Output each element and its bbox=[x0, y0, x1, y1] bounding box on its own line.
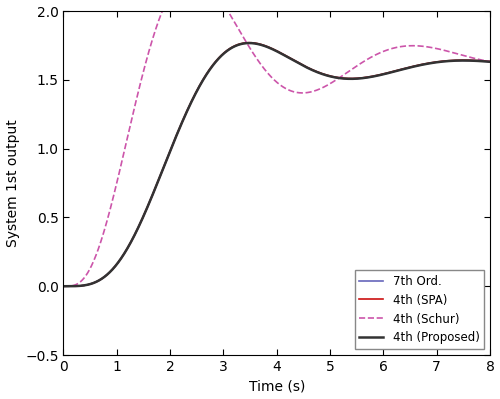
Line: 4th (Schur): 4th (Schur) bbox=[64, 0, 490, 286]
Line: 4th (Proposed): 4th (Proposed) bbox=[64, 43, 490, 286]
4th (Proposed) bbox=[479, 59, 485, 63]
4th (Proposed) bbox=[109, 267, 115, 272]
4th (Schur) bbox=[433, 46, 439, 51]
7th Ord. bbox=[134, 227, 140, 232]
7th Ord. bbox=[109, 267, 115, 272]
4th (SPA) bbox=[487, 59, 493, 64]
7th Ord. bbox=[246, 41, 252, 45]
4th (Schur) bbox=[224, 8, 230, 12]
7th Ord. bbox=[60, 284, 66, 288]
4th (SPA) bbox=[134, 227, 140, 231]
4th (SPA) bbox=[433, 59, 439, 64]
4th (Proposed) bbox=[246, 41, 252, 45]
4th (SPA) bbox=[224, 48, 230, 53]
4th (SPA) bbox=[242, 40, 248, 45]
4th (Proposed) bbox=[134, 227, 140, 232]
4th (Schur) bbox=[242, 39, 248, 43]
7th Ord. bbox=[242, 41, 248, 45]
7th Ord. bbox=[487, 59, 493, 64]
4th (Schur) bbox=[487, 59, 493, 64]
Legend: 7th Ord., 4th (SPA), 4th (Schur), 4th (Proposed): 7th Ord., 4th (SPA), 4th (Schur), 4th (P… bbox=[354, 270, 484, 349]
4th (Proposed) bbox=[242, 41, 248, 45]
X-axis label: Time (s): Time (s) bbox=[248, 379, 305, 393]
4th (Schur) bbox=[134, 93, 140, 98]
4th (SPA) bbox=[479, 58, 485, 63]
4th (Schur) bbox=[60, 284, 66, 288]
Y-axis label: System 1st output: System 1st output bbox=[6, 119, 20, 247]
Line: 4th (SPA): 4th (SPA) bbox=[64, 43, 490, 286]
Line: 7th Ord.: 7th Ord. bbox=[64, 43, 490, 286]
4th (SPA) bbox=[246, 40, 252, 45]
4th (SPA) bbox=[60, 284, 66, 288]
7th Ord. bbox=[479, 59, 485, 63]
7th Ord. bbox=[224, 48, 230, 53]
4th (Proposed) bbox=[487, 59, 493, 64]
7th Ord. bbox=[433, 60, 439, 65]
4th (Proposed) bbox=[433, 60, 439, 65]
4th (SPA) bbox=[109, 267, 115, 272]
4th (Schur) bbox=[479, 58, 485, 63]
4th (Proposed) bbox=[224, 49, 230, 53]
4th (Schur) bbox=[109, 200, 115, 204]
4th (Proposed) bbox=[60, 284, 66, 288]
